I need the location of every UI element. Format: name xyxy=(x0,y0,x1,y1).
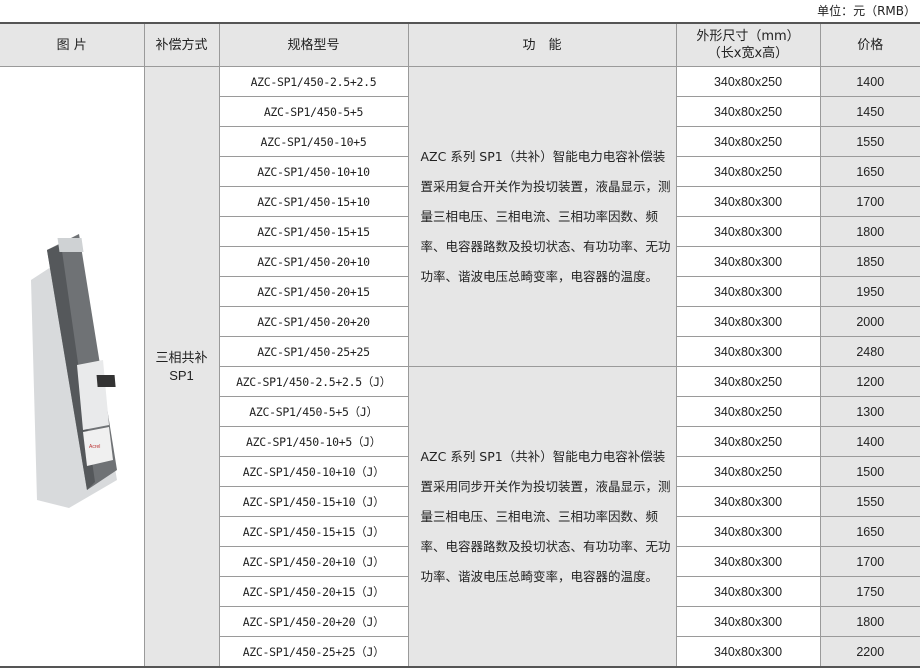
product-image: Acrel xyxy=(30,234,117,508)
header-dims: 外形尺寸（mm） （长x宽x高） xyxy=(675,22,821,67)
price-cell: 1550 xyxy=(819,486,920,517)
price-cell: 1800 xyxy=(819,606,920,637)
model-cell: AZC-SP1/450-2.5+2.5（J） xyxy=(218,366,409,397)
price-table: 图 片 补偿方式 规格型号 功 能 外形尺寸（mm） （长x宽x高） 价格 Acr… xyxy=(0,22,920,668)
model-cell: AZC-SP1/450-10+10（J） xyxy=(218,456,409,487)
dims-cell: 340x80x300 xyxy=(675,276,821,307)
header-model: 规格型号 xyxy=(218,22,409,67)
model-cell: AZC-SP1/450-20+15（J） xyxy=(218,576,409,607)
model-cell: AZC-SP1/450-2.5+2.5 xyxy=(218,66,409,97)
price-cell: 1550 xyxy=(819,126,920,157)
price-cell: 2480 xyxy=(819,336,920,367)
table-row: AZC-SP1/450-10+5（J） 340x80x250 1400 xyxy=(0,426,920,457)
dims-cell: 340x80x300 xyxy=(675,606,821,637)
dims-cell: 340x80x300 xyxy=(675,306,821,337)
price-cell: 2200 xyxy=(819,636,920,668)
header-row: 图 片 补偿方式 规格型号 功 能 外形尺寸（mm） （长x宽x高） 价格 xyxy=(0,22,920,67)
model-cell: AZC-SP1/450-20+10 xyxy=(218,246,409,277)
price-cell: 1850 xyxy=(819,246,920,277)
dims-cell: 340x80x250 xyxy=(675,126,821,157)
function-cell: AZC 系列 SP1（共补）智能电力电容补偿装置采用同步开关作为投切装置，液晶显… xyxy=(407,366,677,668)
dims-cell: 340x80x300 xyxy=(675,516,821,547)
price-cell: 1650 xyxy=(819,516,920,547)
dims-cell: 340x80x250 xyxy=(675,396,821,427)
dims-cell: 340x80x300 xyxy=(675,186,821,217)
model-cell: AZC-SP1/450-5+5 xyxy=(218,96,409,127)
price-cell: 1300 xyxy=(819,396,920,427)
header-mode: 补偿方式 xyxy=(143,22,220,67)
table-row: AZC-SP1/450-5+5 340x80x250 1450 xyxy=(0,96,920,127)
mode-cell: 三相共补 SP1 xyxy=(143,66,220,668)
model-cell: AZC-SP1/450-10+10 xyxy=(218,156,409,187)
table-row: AZC-SP1/450-20+15 340x80x300 1950 xyxy=(0,276,920,307)
price-cell: 1700 xyxy=(819,186,920,217)
model-cell: AZC-SP1/450-20+15 xyxy=(218,276,409,307)
price-cell: 2000 xyxy=(819,306,920,337)
price-cell: 1450 xyxy=(819,96,920,127)
table-row: AZC-SP1/450-10+10（J） 340x80x250 1500 xyxy=(0,456,920,487)
price-cell: 1650 xyxy=(819,156,920,187)
header-function: 功 能 xyxy=(407,22,677,67)
model-cell: AZC-SP1/450-20+20 xyxy=(218,306,409,337)
header-price: 价格 xyxy=(819,22,920,67)
table-row: AZC-SP1/450-20+20（J） 340x80x300 1800 xyxy=(0,606,920,637)
model-cell: AZC-SP1/450-15+10 xyxy=(218,186,409,217)
table-row: AZC-SP1/450-25+25 340x80x300 2480 xyxy=(0,336,920,367)
product-logo: Acrel xyxy=(89,444,100,450)
price-cell: 1950 xyxy=(819,276,920,307)
price-cell: 1800 xyxy=(819,216,920,247)
model-cell: AZC-SP1/450-5+5（J） xyxy=(218,396,409,427)
model-cell: AZC-SP1/450-25+25（J） xyxy=(218,636,409,668)
dims-cell: 340x80x300 xyxy=(675,336,821,367)
dims-cell: 340x80x300 xyxy=(675,546,821,577)
dims-cell: 340x80x300 xyxy=(675,246,821,277)
table-row: Acrel 三相共补 SP1 AZC-SP1/450-2.5+2.5 AZC 系列 S… xyxy=(0,66,920,668)
dims-cell: 340x80x250 xyxy=(675,66,821,97)
model-cell: AZC-SP1/450-15+15（J） xyxy=(218,516,409,547)
dims-cell: 340x80x300 xyxy=(675,216,821,247)
dims-cell: 340x80x300 xyxy=(675,636,821,668)
table-row: AZC-SP1/450-2.5+2.5（J） AZC 系列 SP1（共补）智能电力… xyxy=(0,366,920,668)
product-image-cell: Acrel xyxy=(0,66,145,668)
function-cell: AZC 系列 SP1（共补）智能电力电容补偿装置采用复合开关作为投切装置，液晶显… xyxy=(407,66,677,367)
table-row: AZC-SP1/450-20+15（J） 340x80x300 1750 xyxy=(0,576,920,607)
table-row: AZC-SP1/450-15+15（J） 340x80x300 1650 xyxy=(0,516,920,547)
price-cell: 1400 xyxy=(819,66,920,97)
dims-cell: 340x80x300 xyxy=(675,576,821,607)
header-image: 图 片 xyxy=(0,22,145,67)
dims-cell: 340x80x250 xyxy=(675,156,821,187)
model-cell: AZC-SP1/450-15+15 xyxy=(218,216,409,247)
table-row: AZC-SP1/450-15+10 340x80x300 1700 xyxy=(0,186,920,217)
dims-cell: 340x80x250 xyxy=(675,426,821,457)
model-cell: AZC-SP1/450-25+25 xyxy=(218,336,409,367)
model-cell: AZC-SP1/450-20+20（J） xyxy=(218,606,409,637)
unit-note: 单位：元（RMB） xyxy=(817,4,916,18)
dims-cell: 340x80x300 xyxy=(675,486,821,517)
table-row: AZC-SP1/450-10+5 340x80x250 1550 xyxy=(0,126,920,157)
price-cell: 1500 xyxy=(819,456,920,487)
table-row: AZC-SP1/450-25+25（J） 340x80x300 2200 xyxy=(0,636,920,668)
table-row: AZC-SP1/450-15+15 340x80x300 1800 xyxy=(0,216,920,247)
price-cell: 1750 xyxy=(819,576,920,607)
price-cell: 1200 xyxy=(819,366,920,397)
table-row: AZC-SP1/450-20+10 340x80x300 1850 xyxy=(0,246,920,277)
table-row: AZC-SP1/450-20+10（J） 340x80x300 1700 xyxy=(0,546,920,577)
dims-cell: 340x80x250 xyxy=(675,456,821,487)
model-cell: AZC-SP1/450-15+10（J） xyxy=(218,486,409,517)
table-row: AZC-SP1/450-10+10 340x80x250 1650 xyxy=(0,156,920,187)
model-cell: AZC-SP1/450-20+10（J） xyxy=(218,546,409,577)
model-cell: AZC-SP1/450-10+5（J） xyxy=(218,426,409,457)
dims-cell: 340x80x250 xyxy=(675,96,821,127)
price-cell: 1400 xyxy=(819,426,920,457)
model-cell: AZC-SP1/450-10+5 xyxy=(218,126,409,157)
price-cell: 1700 xyxy=(819,546,920,577)
dims-cell: 340x80x250 xyxy=(675,366,821,397)
